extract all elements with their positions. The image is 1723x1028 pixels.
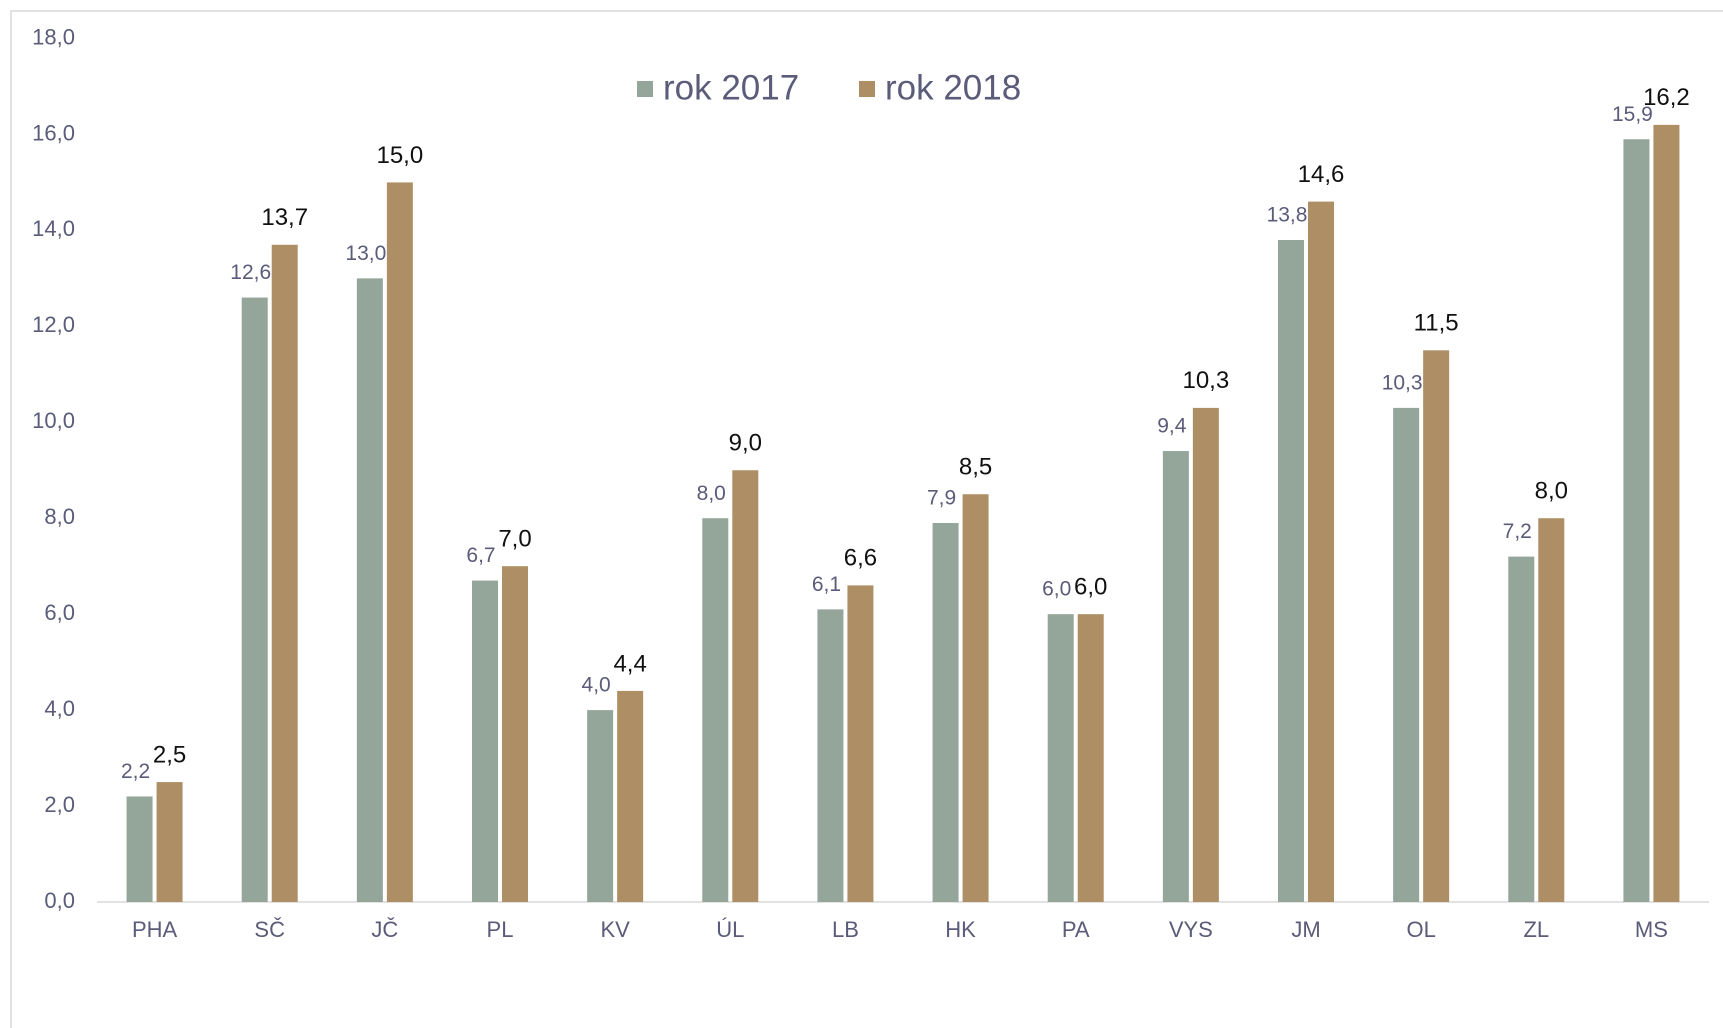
data-label: 13,8 bbox=[1267, 204, 1308, 227]
x-tick-label: PL bbox=[487, 917, 514, 942]
legend-label: rok 2018 bbox=[885, 68, 1021, 107]
data-label: 7,9 bbox=[927, 487, 956, 510]
bar bbox=[1077, 614, 1104, 902]
data-label: 4,0 bbox=[582, 674, 611, 697]
data-label: 13,7 bbox=[261, 204, 308, 231]
legend-swatch bbox=[859, 81, 875, 97]
x-tick-label: JM bbox=[1291, 917, 1320, 942]
data-label: 10,3 bbox=[1382, 371, 1423, 394]
chart-border bbox=[10, 10, 1723, 1028]
bar bbox=[1278, 239, 1304, 902]
data-label: 6,0 bbox=[1042, 578, 1071, 601]
bar bbox=[1623, 139, 1650, 902]
x-tick-label: OL bbox=[1406, 917, 1435, 942]
x-tick-label: HK bbox=[945, 917, 976, 942]
data-label: 8,0 bbox=[1535, 478, 1568, 505]
bar bbox=[817, 609, 844, 902]
data-label: 12,6 bbox=[230, 261, 271, 284]
bar bbox=[1047, 614, 1074, 902]
y-tick-label: 8,0 bbox=[44, 504, 75, 529]
bar bbox=[502, 566, 528, 902]
bar bbox=[702, 518, 729, 902]
data-label: 11,5 bbox=[1414, 310, 1459, 337]
bar bbox=[732, 470, 759, 902]
bar bbox=[356, 278, 383, 903]
y-tick-label: 0,0 bbox=[44, 888, 75, 913]
bar bbox=[472, 580, 498, 902]
x-tick-label: PA bbox=[1062, 917, 1090, 942]
data-label: 6,6 bbox=[844, 545, 877, 572]
y-tick-label: 2,0 bbox=[44, 792, 75, 817]
bar bbox=[126, 796, 153, 902]
bar bbox=[156, 782, 183, 902]
legend-label: rok 2017 bbox=[663, 68, 799, 107]
bar bbox=[932, 523, 959, 902]
data-label: 13,0 bbox=[345, 242, 386, 265]
y-tick-label: 16,0 bbox=[32, 120, 75, 145]
y-tick-label: 10,0 bbox=[32, 408, 75, 433]
data-label: 16,2 bbox=[1643, 84, 1690, 111]
bar bbox=[1393, 407, 1420, 902]
y-tick-label: 14,0 bbox=[32, 216, 75, 241]
data-label: 15,9 bbox=[1612, 103, 1653, 126]
data-label: 6,1 bbox=[812, 573, 841, 596]
x-tick-label: JČ bbox=[371, 917, 398, 942]
x-tick-label: VYS bbox=[1169, 917, 1213, 942]
x-tick-label: KV bbox=[600, 917, 630, 942]
bar bbox=[1192, 407, 1219, 902]
x-tick-label: ÚL bbox=[716, 917, 744, 942]
data-label: 7,0 bbox=[498, 526, 531, 553]
legend-swatch bbox=[637, 81, 653, 97]
bar bbox=[1653, 124, 1680, 903]
bar bbox=[1308, 201, 1334, 902]
data-label: 9,4 bbox=[1157, 415, 1187, 438]
data-label: 6,7 bbox=[466, 544, 495, 567]
data-label: 14,6 bbox=[1298, 161, 1345, 188]
x-tick-label: ZL bbox=[1523, 917, 1549, 942]
bar bbox=[587, 710, 614, 902]
bar bbox=[962, 494, 989, 902]
x-tick-label: SČ bbox=[254, 917, 285, 942]
bar bbox=[847, 585, 874, 902]
data-label: 8,0 bbox=[697, 482, 726, 505]
y-tick-label: 6,0 bbox=[44, 600, 75, 625]
x-tick-label: MS bbox=[1635, 917, 1668, 942]
data-label: 15,0 bbox=[376, 142, 423, 169]
bar bbox=[1423, 350, 1450, 902]
bar bbox=[1162, 451, 1189, 902]
bar bbox=[271, 244, 298, 903]
bar bbox=[617, 690, 644, 902]
data-label: 4,4 bbox=[613, 650, 646, 677]
y-tick-label: 12,0 bbox=[32, 312, 75, 337]
data-label: 10,3 bbox=[1182, 367, 1229, 394]
data-label: 2,2 bbox=[121, 760, 150, 783]
bar bbox=[1538, 518, 1565, 902]
data-label: 7,2 bbox=[1503, 520, 1532, 543]
bar bbox=[241, 297, 268, 902]
y-tick-label: 4,0 bbox=[44, 696, 75, 721]
x-tick-label: PHA bbox=[132, 917, 178, 942]
data-label: 8,5 bbox=[959, 454, 992, 481]
bar bbox=[386, 182, 413, 902]
y-tick-label: 18,0 bbox=[32, 24, 75, 49]
bar bbox=[1508, 556, 1535, 902]
data-label: 2,5 bbox=[153, 741, 186, 768]
data-label: 6,0 bbox=[1074, 574, 1107, 601]
x-tick-label: LB bbox=[832, 917, 859, 942]
data-label: 9,0 bbox=[729, 430, 762, 457]
